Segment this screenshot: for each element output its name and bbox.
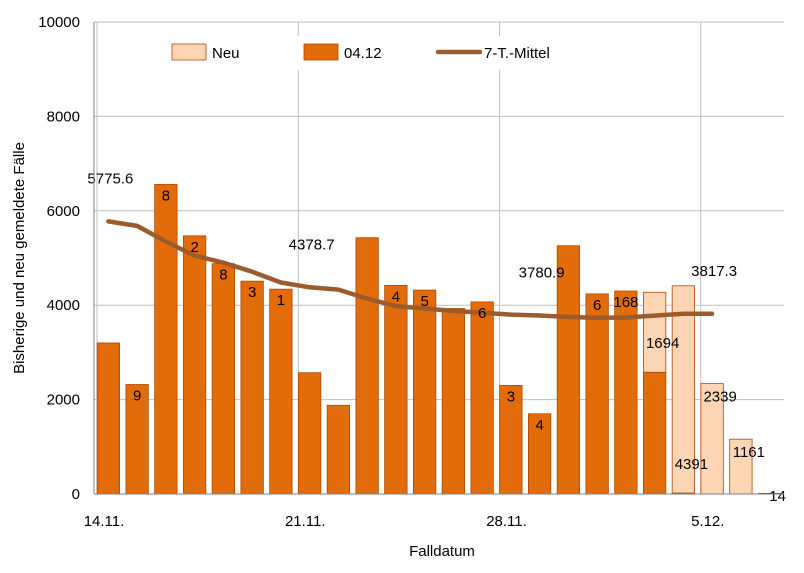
data-label-0412: 6 (593, 297, 601, 314)
average-label: 3780.9 (519, 265, 565, 282)
y-axis-title: Bisherige und neu gemeldete Fälle (11, 142, 28, 374)
bar-0412 (643, 371, 667, 495)
y-tick-label: 0 (72, 486, 80, 503)
average-line (106, 219, 715, 320)
bar-neu (671, 285, 695, 494)
bar-0412 (269, 288, 293, 495)
bar-0412 (556, 245, 580, 495)
bar-0412 (384, 284, 408, 495)
bar-0412 (413, 289, 437, 495)
y-tick-label: 6000 (47, 203, 80, 220)
data-label-0412: 4 (392, 288, 400, 305)
bar-0412 (470, 301, 494, 495)
data-label-0412: 4 (535, 417, 543, 434)
x-tick-label: 5.12. (691, 513, 724, 530)
x-axis-title: Falldatum (409, 543, 475, 560)
legend-swatch-neu (171, 43, 207, 61)
bars (96, 183, 782, 495)
y-tick-label: 10000 (38, 14, 80, 31)
y-tick-label: 4000 (47, 297, 80, 314)
bar-0412 (96, 342, 120, 495)
data-label-0412: 8 (219, 267, 227, 284)
data-label-0412: 168 (613, 294, 638, 311)
bar-0412 (326, 404, 350, 495)
data-label-neu: 1694 (646, 335, 679, 352)
y-tick-label: 8000 (47, 108, 80, 125)
data-label-0412: 1 (277, 292, 285, 309)
x-tick-label: 14.11. (84, 513, 125, 530)
bar-neu (643, 291, 667, 373)
axes: 0 2000 4000 6000 8000 10000 14.11. 21.11. 28.11.… (38, 14, 784, 530)
legend-label-0412: 04.12 (344, 45, 382, 62)
gridlines (94, 21, 784, 494)
data-label-0412: 6 (478, 305, 486, 322)
bar-0412 (211, 263, 235, 495)
data-label-neu: 1161 (733, 444, 765, 461)
data-label-neu: 14 (769, 488, 786, 505)
legend-label-neu: Neu (212, 45, 240, 62)
data-label-0412: 5 (420, 293, 428, 310)
bar-0412 (183, 235, 207, 495)
bar-0412 (441, 308, 465, 495)
average-label: 4378.7 (289, 236, 335, 253)
bar-0412 (298, 372, 322, 495)
y-tick-label: 2000 (47, 392, 80, 409)
legend-swatch-0412 (303, 43, 339, 61)
data-label-0412: 9 (133, 387, 141, 404)
data-label-0412: 3 (248, 284, 256, 301)
data-label-0412: 3 (507, 388, 515, 405)
data-label-0412: 8 (162, 187, 170, 204)
legend-label-average: 7-T.-Mittel (484, 45, 550, 62)
average-label: 3817.3 (691, 263, 737, 280)
average-label: 5775.6 (87, 170, 133, 187)
data-label-neu: 4391 (675, 456, 708, 473)
bar-0412 (240, 280, 264, 495)
bar-0412 (614, 290, 638, 495)
x-tick-label: 21.11. (285, 513, 326, 530)
data-label-0412: 2 (190, 239, 198, 256)
bar-0412 (585, 293, 609, 495)
average-line-group (106, 219, 715, 320)
legend: Neu 04.12 7-T.-Mittel (112, 36, 626, 70)
data-label-neu: 2339 (703, 389, 736, 406)
x-tick-label: 28.11. (486, 513, 527, 530)
bar-0412 (355, 237, 379, 495)
bar-0412 (154, 183, 178, 495)
